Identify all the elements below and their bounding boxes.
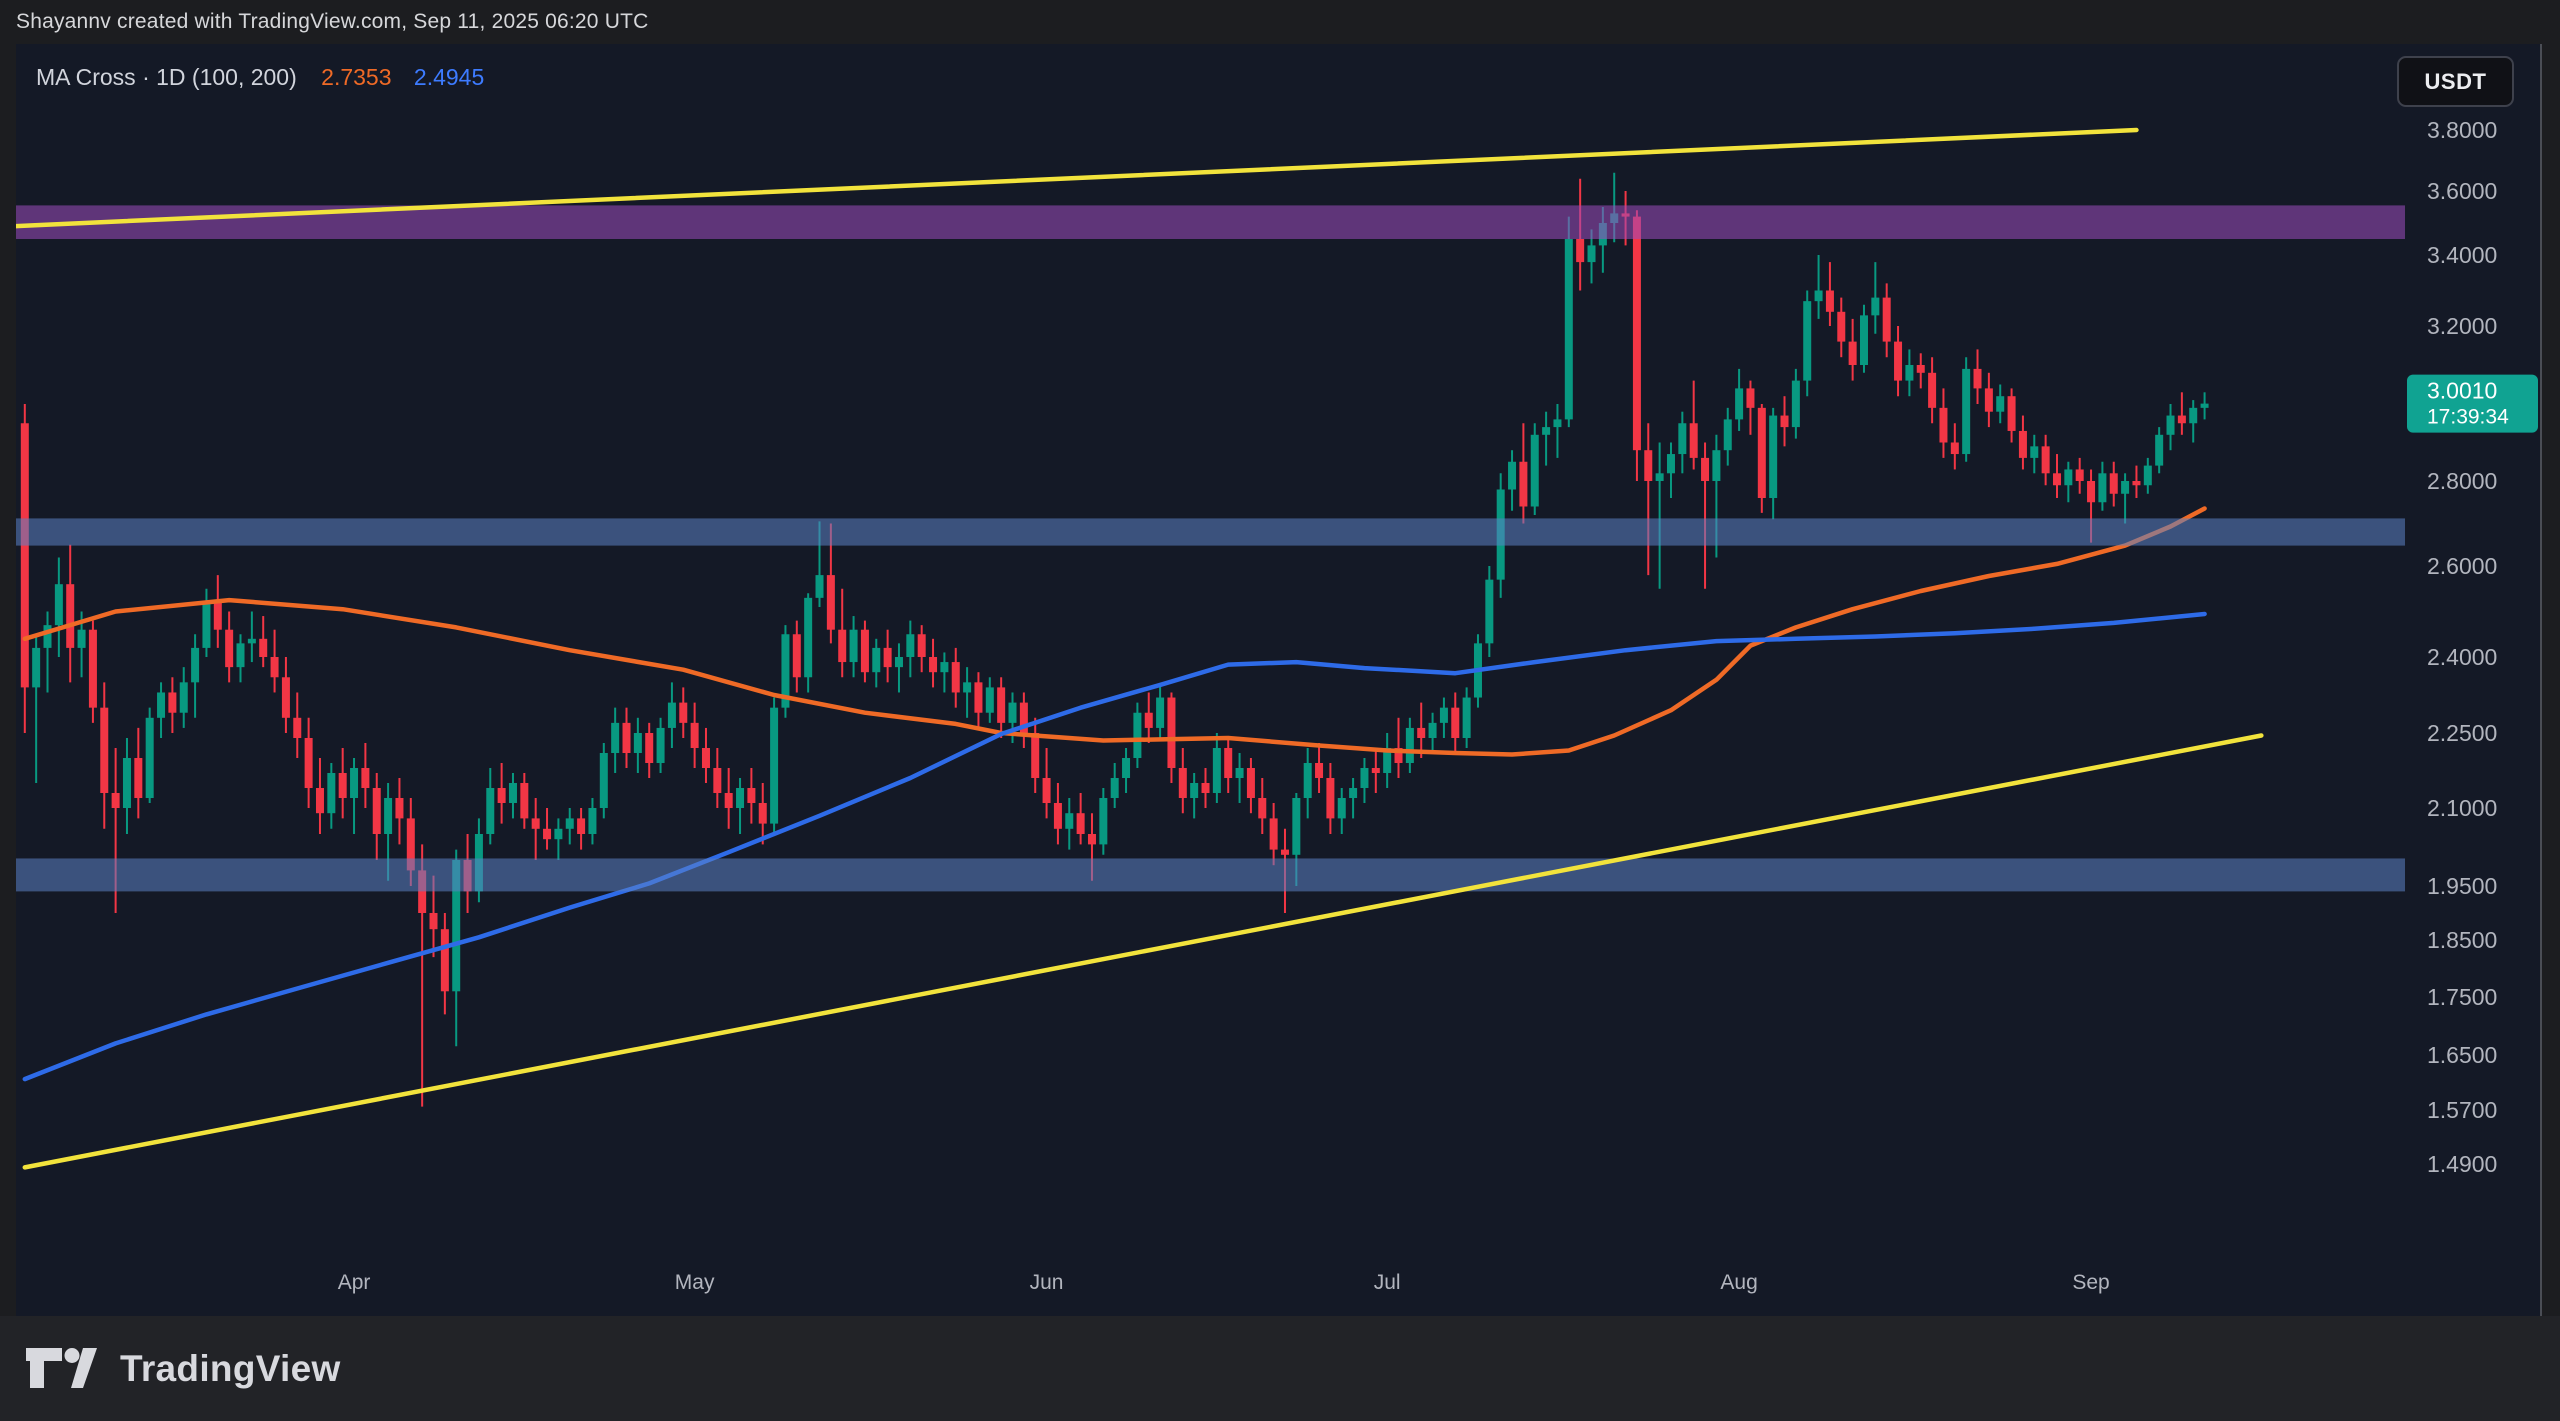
upper-ascending-trendline [16, 127, 2139, 229]
candlesticks [20, 172, 2209, 1107]
svg-text:Aug: Aug [1720, 1271, 1757, 1294]
svg-text:Jul: Jul [1374, 1271, 1401, 1294]
svg-text:3.4000: 3.4000 [2427, 242, 2497, 268]
svg-text:1.4900: 1.4900 [2427, 1151, 2497, 1177]
svg-text:1.8500: 1.8500 [2427, 927, 2497, 953]
indicator-title: MA Cross · 1D (100, 200) [36, 64, 297, 90]
indicator-legend[interactable]: MA Cross · 1D (100, 200) 2.7353 2.4945 [36, 64, 484, 91]
currency-toggle-button[interactable]: USDT [2397, 56, 2514, 107]
footer-bar: TradingView [0, 1316, 2560, 1421]
support-zone-lower [16, 858, 2405, 892]
svg-text:2.2500: 2.2500 [2427, 720, 2497, 746]
attribution-text: Shayannv created with TradingView.com, S… [16, 10, 649, 33]
svg-text:2.4000: 2.4000 [2427, 644, 2497, 670]
chart-plot-area[interactable]: 3.8000 3.6000 3.4000 3.2000 2.8000 2.6000 2.40… [16, 44, 2542, 1316]
ma100-value: 2.7353 [321, 64, 392, 90]
svg-text:1.9500: 1.9500 [2427, 873, 2497, 899]
svg-text:Apr: Apr [338, 1271, 371, 1294]
svg-text:2.1000: 2.1000 [2427, 795, 2497, 821]
header-bar: Shayannv created with TradingView.com, S… [0, 0, 2560, 44]
svg-text:17:39:34: 17:39:34 [2427, 406, 2509, 429]
resistance-zone [16, 205, 2405, 239]
support-zone-upper [16, 518, 2405, 546]
svg-text:3.6000: 3.6000 [2427, 178, 2497, 204]
lower-ascending-trendline [22, 733, 2264, 1170]
ma200-value: 2.4945 [413, 64, 485, 90]
svg-text:3.8000: 3.8000 [2427, 117, 2497, 143]
svg-text:1.5700: 1.5700 [2427, 1097, 2497, 1123]
svg-text:1.7500: 1.7500 [2427, 984, 2497, 1010]
svg-text:1.6500: 1.6500 [2427, 1042, 2497, 1068]
price-axis-labels[interactable]: 3.8000 3.6000 3.4000 3.2000 2.8000 2.6000 2.40… [2427, 117, 2497, 1177]
svg-text:Sep: Sep [2072, 1271, 2109, 1294]
time-axis-labels[interactable]: Apr May Jun Jul Aug Sep [338, 1271, 2110, 1294]
tradingview-brand-text: TradingView [120, 1347, 341, 1389]
svg-text:May: May [675, 1271, 715, 1294]
svg-text:2.6000: 2.6000 [2427, 553, 2497, 579]
ma-100-line [22, 506, 2207, 757]
svg-text:Jun: Jun [1030, 1271, 1064, 1294]
svg-text:2.8000: 2.8000 [2427, 468, 2497, 494]
tradingview-logo-icon [26, 1347, 97, 1388]
svg-text:3.0010: 3.0010 [2427, 378, 2497, 404]
chart-panel: 3.8000 3.6000 3.4000 3.2000 2.8000 2.6000 2.40… [16, 44, 2542, 1316]
svg-text:3.2000: 3.2000 [2427, 313, 2497, 339]
ma-200-line [22, 611, 2207, 1082]
